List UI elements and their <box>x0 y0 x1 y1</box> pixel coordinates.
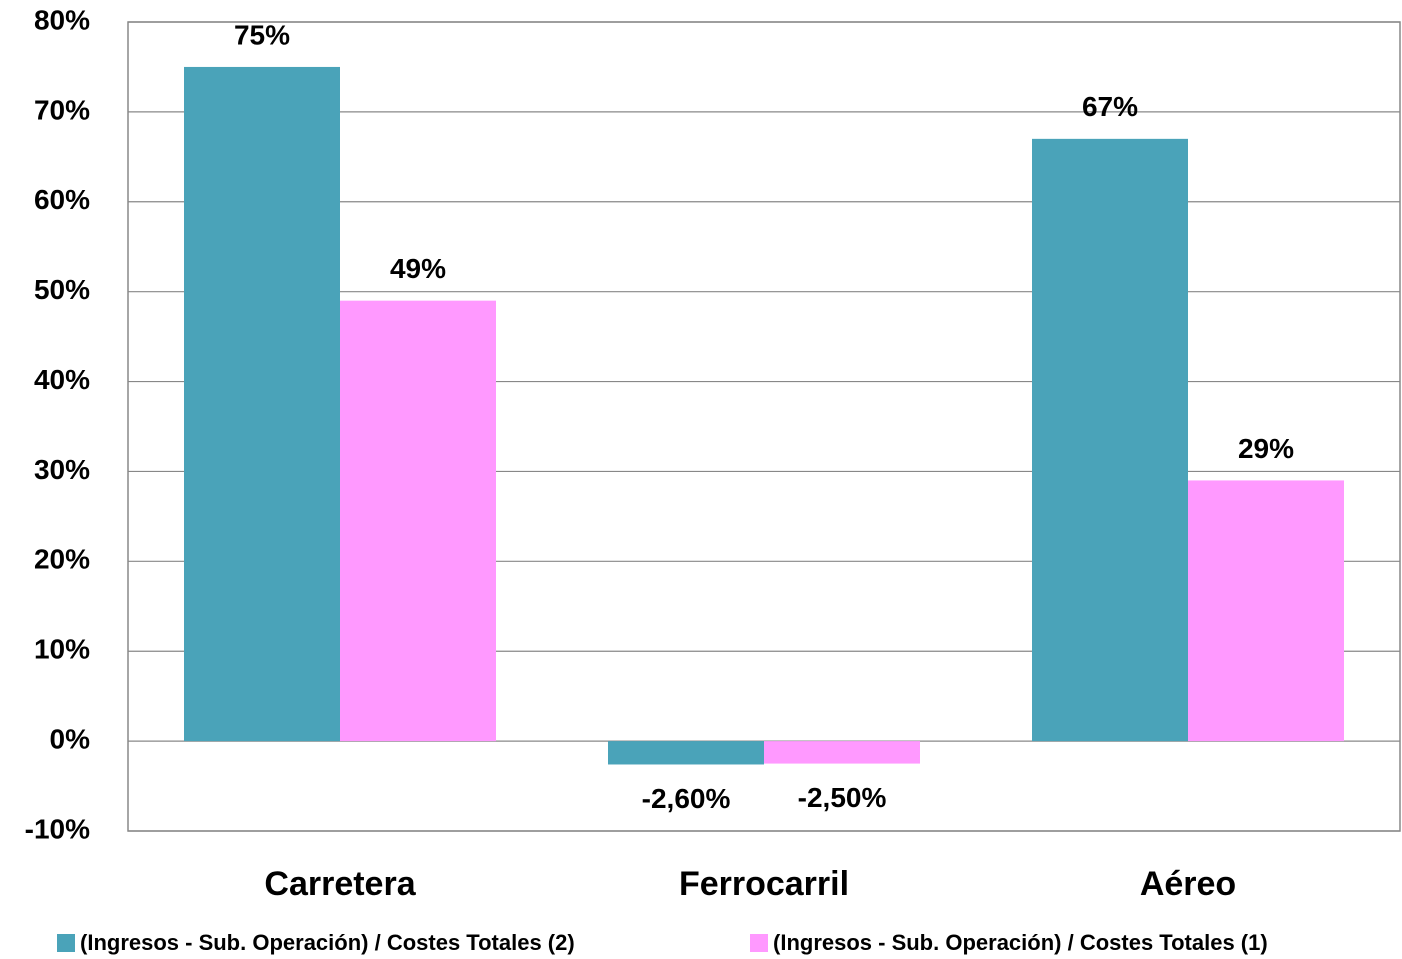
bar <box>340 300 496 742</box>
y-tick-label: 80% <box>34 4 90 35</box>
bar <box>184 66 340 742</box>
y-tick-label: 50% <box>34 274 90 305</box>
legend-label: (Ingresos - Sub. Operación) / Costes Tot… <box>773 930 1268 955</box>
x-tick-label: Carretera <box>264 865 416 903</box>
legend-label: (Ingresos - Sub. Operación) / Costes Tot… <box>80 930 575 955</box>
y-tick-label: 10% <box>34 634 90 665</box>
data-label: -2,50% <box>798 782 887 813</box>
y-tick-label: 0% <box>50 724 91 755</box>
x-tick-label: Ferrocarril <box>679 865 849 903</box>
bar <box>1188 480 1344 742</box>
y-tick-label: 20% <box>34 544 90 575</box>
y-tick-label: 30% <box>34 454 90 485</box>
y-tick-label: -10% <box>25 813 90 844</box>
bar <box>608 741 764 765</box>
data-label: 29% <box>1238 433 1294 464</box>
y-tick-label: 40% <box>34 364 90 395</box>
data-label: 49% <box>390 253 446 284</box>
y-tick-label: 60% <box>34 184 90 215</box>
bar <box>764 741 920 764</box>
data-label: 75% <box>234 19 290 50</box>
x-tick-label: Aéreo <box>1140 865 1236 903</box>
bar <box>1032 138 1188 742</box>
y-tick-label: 70% <box>34 94 90 125</box>
legend-swatch <box>750 934 768 952</box>
data-label: -2,60% <box>642 783 731 814</box>
legend-swatch <box>57 934 75 952</box>
data-label: 67% <box>1082 91 1138 122</box>
